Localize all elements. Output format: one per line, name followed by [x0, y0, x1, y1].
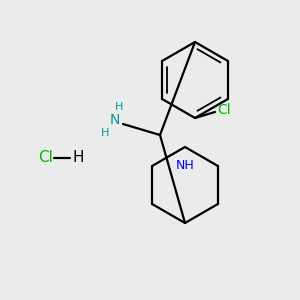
Text: NH: NH	[176, 159, 194, 172]
Text: H: H	[115, 102, 123, 112]
Text: Cl: Cl	[38, 151, 53, 166]
Text: H: H	[72, 151, 83, 166]
Text: N: N	[110, 113, 120, 127]
Text: H: H	[101, 128, 109, 138]
Text: Cl: Cl	[217, 103, 231, 117]
